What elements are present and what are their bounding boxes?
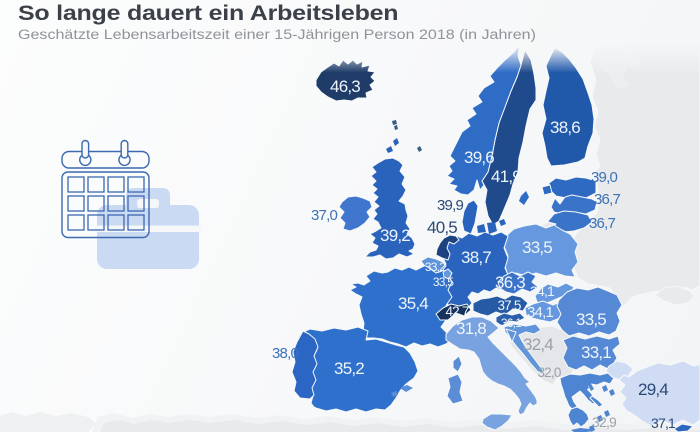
svg-text:41,9: 41,9	[491, 167, 521, 186]
svg-text:36,7: 36,7	[594, 191, 620, 208]
svg-text:35,4: 35,4	[398, 294, 428, 313]
svg-text:39,2: 39,2	[380, 226, 410, 245]
svg-text:33,5: 33,5	[522, 238, 552, 257]
svg-text:32,9: 32,9	[592, 414, 617, 430]
svg-text:38,6: 38,6	[550, 118, 580, 137]
svg-text:38,7: 38,7	[461, 248, 491, 267]
svg-text:46,3: 46,3	[330, 77, 360, 96]
svg-text:33,5: 33,5	[433, 275, 454, 289]
svg-text:34,1: 34,1	[527, 304, 553, 321]
svg-text:37,5: 37,5	[497, 298, 520, 313]
svg-text:33,5: 33,5	[576, 310, 606, 329]
svg-text:39,0: 39,0	[591, 169, 617, 186]
svg-text:36,7: 36,7	[589, 215, 615, 232]
svg-text:33,2: 33,2	[425, 260, 446, 274]
svg-text:32,0: 32,0	[537, 365, 560, 380]
svg-text:36,3: 36,3	[495, 273, 525, 292]
svg-text:34,1: 34,1	[530, 283, 555, 299]
svg-text:37,0: 37,0	[311, 207, 337, 224]
svg-text:42,7: 42,7	[445, 304, 468, 319]
svg-text:33,1: 33,1	[581, 343, 611, 362]
svg-text:31,8: 31,8	[456, 319, 486, 338]
svg-text:29,4: 29,4	[638, 380, 668, 399]
svg-text:32,4: 32,4	[523, 335, 553, 354]
svg-text:35,2: 35,2	[334, 359, 364, 378]
svg-text:38,0: 38,0	[272, 345, 298, 362]
svg-text:39,9: 39,9	[437, 197, 463, 214]
svg-text:39,6: 39,6	[464, 148, 494, 167]
svg-text:36,1: 36,1	[501, 316, 522, 330]
svg-text:37,1: 37,1	[651, 415, 676, 431]
svg-text:40,5: 40,5	[427, 218, 457, 237]
